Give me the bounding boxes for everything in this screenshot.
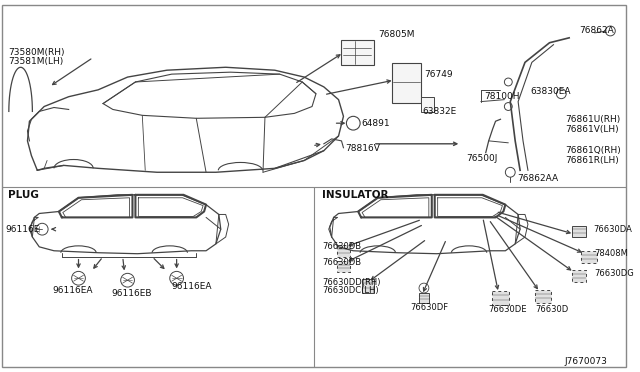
Text: 96116EA: 96116EA bbox=[52, 286, 93, 295]
Text: 78408M: 78408M bbox=[595, 249, 628, 258]
Text: 78100H: 78100H bbox=[484, 92, 519, 101]
Text: 76630DC(LH): 76630DC(LH) bbox=[322, 286, 378, 295]
FancyBboxPatch shape bbox=[422, 97, 434, 112]
Text: 76805M: 76805M bbox=[378, 31, 414, 39]
Text: 73581M(LH): 73581M(LH) bbox=[8, 57, 63, 66]
Text: 76630DD(RH): 76630DD(RH) bbox=[322, 278, 380, 287]
Text: 76861U(RH): 76861U(RH) bbox=[565, 115, 620, 124]
Bar bbox=[362, 279, 374, 293]
Text: 76630DE: 76630DE bbox=[489, 305, 527, 314]
Text: 76630DB: 76630DB bbox=[322, 258, 361, 267]
Text: 64891: 64891 bbox=[361, 119, 390, 128]
Bar bbox=[572, 270, 586, 282]
Text: 76862AA: 76862AA bbox=[517, 174, 558, 183]
Text: 76861V(LH): 76861V(LH) bbox=[565, 125, 619, 134]
Bar bbox=[337, 260, 350, 272]
Bar bbox=[572, 226, 586, 237]
Bar bbox=[337, 245, 350, 257]
Text: 76630DG: 76630DG bbox=[595, 269, 634, 278]
Text: 78816V: 78816V bbox=[346, 144, 380, 153]
Bar bbox=[492, 291, 509, 305]
Text: 76862A: 76862A bbox=[579, 26, 614, 35]
Text: 76630D: 76630D bbox=[535, 305, 568, 314]
FancyBboxPatch shape bbox=[392, 63, 421, 103]
Text: 96116EB: 96116EB bbox=[111, 289, 152, 298]
Bar bbox=[419, 293, 429, 303]
Text: J7670073: J7670073 bbox=[564, 357, 607, 366]
Text: 76861Q(RH): 76861Q(RH) bbox=[565, 146, 621, 155]
Text: 76861R(LH): 76861R(LH) bbox=[565, 156, 619, 165]
Text: 76749: 76749 bbox=[424, 70, 452, 78]
Text: 96116EA: 96116EA bbox=[172, 282, 212, 291]
Text: 76630DA: 76630DA bbox=[594, 225, 632, 234]
Text: 76500J: 76500J bbox=[466, 154, 497, 163]
FancyBboxPatch shape bbox=[340, 40, 374, 65]
Text: INSULATOR: INSULATOR bbox=[322, 190, 388, 200]
Text: PLUG: PLUG bbox=[8, 190, 39, 200]
Text: 73580M(RH): 73580M(RH) bbox=[8, 48, 65, 57]
Text: 96116E: 96116E bbox=[5, 225, 39, 234]
Bar bbox=[581, 251, 596, 263]
Text: 63830EA: 63830EA bbox=[530, 87, 570, 96]
Text: 63832E: 63832E bbox=[422, 107, 456, 116]
Bar bbox=[535, 290, 550, 303]
Text: 76630DB: 76630DB bbox=[322, 242, 361, 251]
Text: 76630DF: 76630DF bbox=[410, 303, 448, 312]
